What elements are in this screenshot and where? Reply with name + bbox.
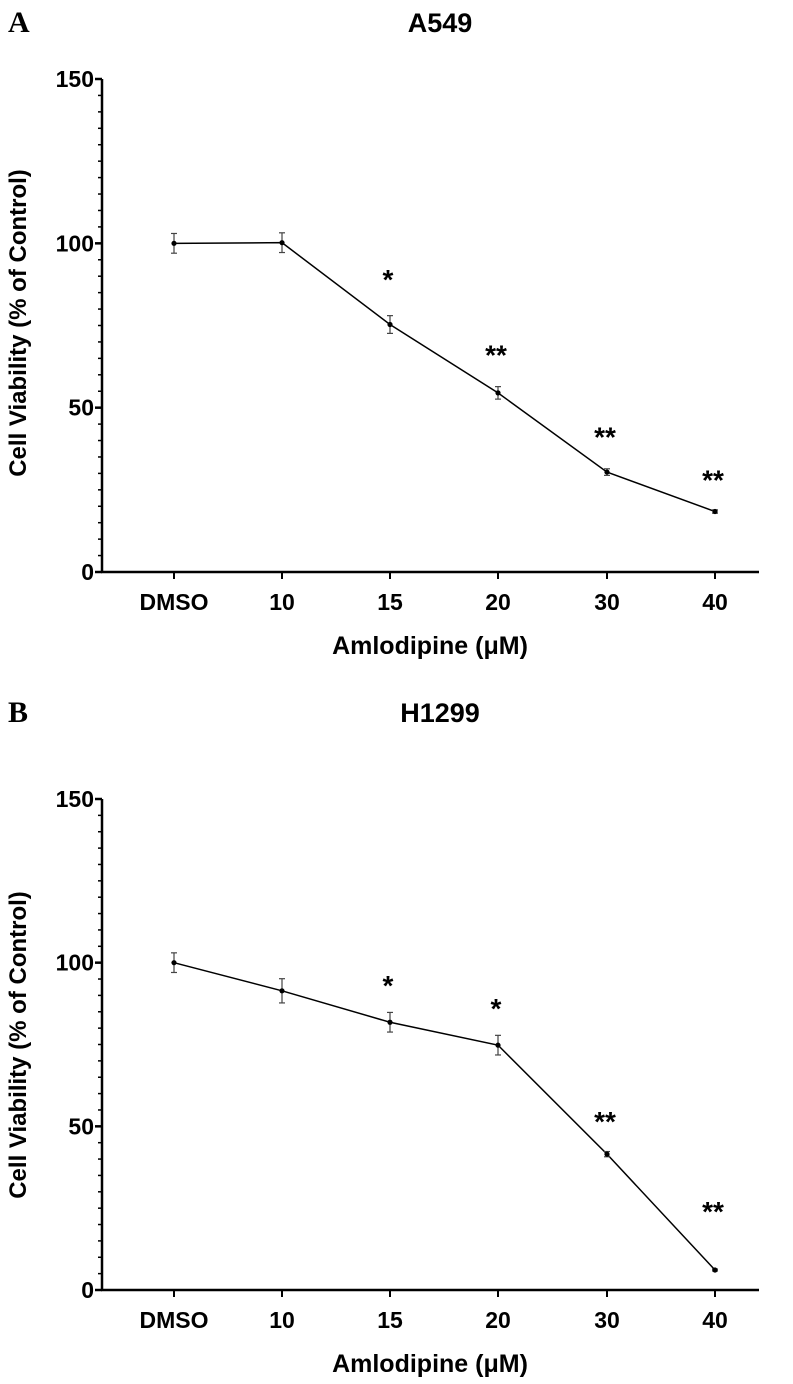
data-point	[387, 321, 393, 328]
significance-marker: *	[383, 970, 394, 1001]
significance-marker: **	[594, 422, 616, 453]
y-tick-label: 100	[56, 230, 94, 256]
y-tick-label: 0	[81, 559, 94, 585]
data-point	[171, 240, 177, 246]
panel-label: B	[8, 696, 28, 729]
y-tick-label: 150	[56, 786, 94, 812]
data-point	[712, 508, 718, 515]
x-tick-label: DMSO	[140, 1307, 209, 1333]
x-tick-label: DMSO	[140, 589, 209, 615]
x-axis-label: Amlodipine (μM)	[332, 632, 528, 660]
significance-marker: **	[485, 340, 507, 371]
x-tick-label: 15	[377, 589, 403, 615]
data-point	[495, 390, 501, 396]
data-point	[171, 960, 177, 966]
x-tick-label: 30	[594, 589, 620, 615]
series-line	[173, 241, 716, 513]
data-point	[604, 469, 610, 475]
y-axis-label: Cell Viability (% of Control)	[5, 891, 32, 1199]
data-point	[495, 1042, 501, 1048]
data-point	[279, 988, 285, 994]
chart-panel-b: B H1299 0 50 100 150 DMSO 10 15 20 30 40 Amlodipine …	[5, 696, 759, 1378]
y-tick-label: 50	[68, 1113, 94, 1139]
data-point	[712, 1267, 718, 1273]
x-axis-label: Amlodipine (μM)	[332, 1350, 528, 1378]
y-tick-label: 100	[56, 950, 94, 976]
data-point	[279, 240, 285, 246]
significance-marker: **	[702, 1196, 724, 1227]
chart-title: A549	[408, 8, 473, 38]
data-point	[387, 1019, 393, 1025]
y-axis-label: Cell Viability (% of Control)	[5, 169, 32, 477]
chart-panel-a: A A549 0 50 100 150 DMSO 10 15 20 30 40 Amlodipine (…	[5, 6, 759, 660]
x-tick-label: 40	[702, 589, 728, 615]
x-tick-label: 15	[377, 1307, 403, 1333]
x-tick-label: 30	[594, 1307, 620, 1333]
y-tick-label: 150	[56, 66, 94, 92]
x-tick-label: 20	[485, 589, 511, 615]
y-tick-label: 0	[81, 1277, 94, 1303]
significance-marker: **	[702, 464, 724, 495]
x-tick-label: 10	[269, 1307, 295, 1333]
x-tick-label: 10	[269, 589, 295, 615]
data-point	[604, 1151, 610, 1157]
y-tick-label: 50	[68, 395, 94, 421]
significance-marker: *	[491, 993, 502, 1024]
significance-marker: **	[594, 1106, 616, 1137]
x-tick-label: 20	[485, 1307, 511, 1333]
significance-marker: *	[383, 264, 394, 295]
chart-title: H1299	[400, 698, 480, 728]
x-tick-label: 40	[702, 1307, 728, 1333]
panel-label: A	[8, 6, 30, 39]
series-line	[173, 961, 716, 1271]
